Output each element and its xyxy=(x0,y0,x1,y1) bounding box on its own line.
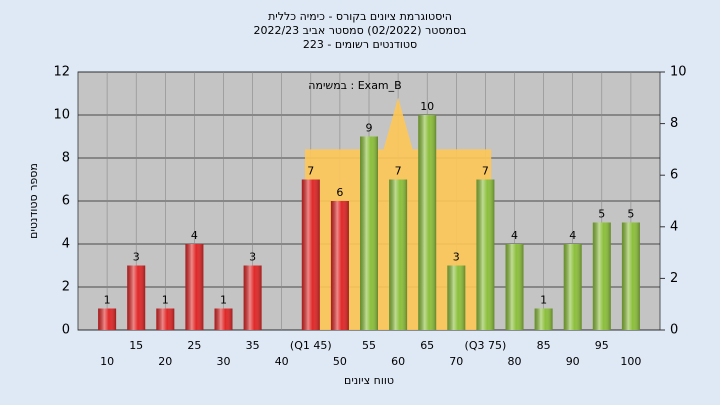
y2-tick-label: 10 xyxy=(670,65,687,80)
bar-shine xyxy=(447,265,466,330)
bar-shine xyxy=(505,244,524,330)
value-label: 3 xyxy=(249,251,256,264)
x-tick-label: 95 xyxy=(595,339,609,352)
value-label: 4 xyxy=(569,229,576,242)
bar-shine xyxy=(592,222,611,330)
value-label: 7 xyxy=(307,165,314,178)
bar-shine xyxy=(418,115,437,330)
x-axis-label: טווח ציונים xyxy=(344,374,394,387)
marks: 1 3 1 4 1 3 7 6 9 7 10 3 7 4 1 4 5 5 xyxy=(98,97,640,330)
y2-tick-label: 0 xyxy=(670,323,678,338)
value-label: 10 xyxy=(420,100,434,113)
x-tick-label: (Q3 75) xyxy=(465,339,507,352)
bar-shine xyxy=(330,201,349,330)
value-label: 5 xyxy=(627,208,634,221)
x-tick-label: 90 xyxy=(566,355,580,368)
x-tick-label: 100 xyxy=(620,355,641,368)
value-label: 1 xyxy=(540,294,547,307)
value-label: 3 xyxy=(453,251,460,264)
x-tick-label: 40 xyxy=(275,355,289,368)
bar-shine xyxy=(621,222,640,330)
y2-tick-label: 2 xyxy=(670,271,678,286)
bar-shine xyxy=(563,244,582,330)
x-tick-label: (Q1 45) xyxy=(290,339,332,352)
y-tick-label: 0 xyxy=(62,323,70,338)
value-label: 1 xyxy=(220,294,227,307)
y-tick-label: 10 xyxy=(53,108,70,123)
bar-shine xyxy=(185,244,204,330)
x-tick-label: 10 xyxy=(100,355,114,368)
bar-shine xyxy=(476,179,495,330)
y-tick-label: 8 xyxy=(62,151,70,166)
x-tick-label: 35 xyxy=(246,339,260,352)
bar-shine xyxy=(360,136,378,330)
y2-tick-label: 8 xyxy=(670,116,678,131)
value-label: 4 xyxy=(191,229,198,242)
bar-shine xyxy=(156,308,175,330)
value-label: 7 xyxy=(482,165,489,178)
value-label: 1 xyxy=(104,294,111,307)
value-label: 1 xyxy=(162,294,169,307)
x-tick-label: 80 xyxy=(508,355,522,368)
title-line: סטודנטים רשומים - 223 xyxy=(303,38,417,51)
x-tick-label: 25 xyxy=(187,339,201,352)
y2-tick-label: 6 xyxy=(670,168,678,183)
x-tick-label: 15 xyxy=(129,339,143,352)
x-tick-label: 55 xyxy=(362,339,376,352)
y2-tick-label: 4 xyxy=(670,219,678,234)
title-line: היסטוגרמת ציונים בקורס - כימיה כללית xyxy=(268,10,452,23)
x-tick-label: 70 xyxy=(449,355,463,368)
y-tick-label: 12 xyxy=(53,65,70,80)
value-label: 7 xyxy=(395,165,402,178)
value-label: 4 xyxy=(511,229,518,242)
x-tick-label: 65 xyxy=(420,339,434,352)
bar-shine xyxy=(243,265,262,330)
bar-shine xyxy=(98,308,117,330)
x-tick-label: 20 xyxy=(158,355,172,368)
bar-shine xyxy=(214,308,233,330)
y-tick-label: 2 xyxy=(62,280,70,295)
y-axis-label: מספר סטודנטים xyxy=(27,163,40,239)
value-label: 9 xyxy=(366,122,373,135)
annotation: במשימה : Exam_B xyxy=(308,79,401,92)
value-label: 5 xyxy=(598,208,605,221)
bar-shine xyxy=(534,308,553,330)
value-label: 6 xyxy=(336,186,343,199)
title-line: בסמסטר (02/2022) סמסטר אביב 2022/23 xyxy=(253,24,466,37)
bar-shine xyxy=(301,179,320,330)
x-tick-label: 30 xyxy=(217,355,231,368)
x-tick-label: 60 xyxy=(391,355,405,368)
value-label: 3 xyxy=(133,251,140,264)
bar-shine xyxy=(127,265,146,330)
x-tick-label: 50 xyxy=(333,355,347,368)
y-tick-label: 4 xyxy=(62,237,70,252)
y-tick-label: 6 xyxy=(62,194,70,209)
bar-shine xyxy=(389,179,408,330)
x-tick-label: 85 xyxy=(537,339,551,352)
